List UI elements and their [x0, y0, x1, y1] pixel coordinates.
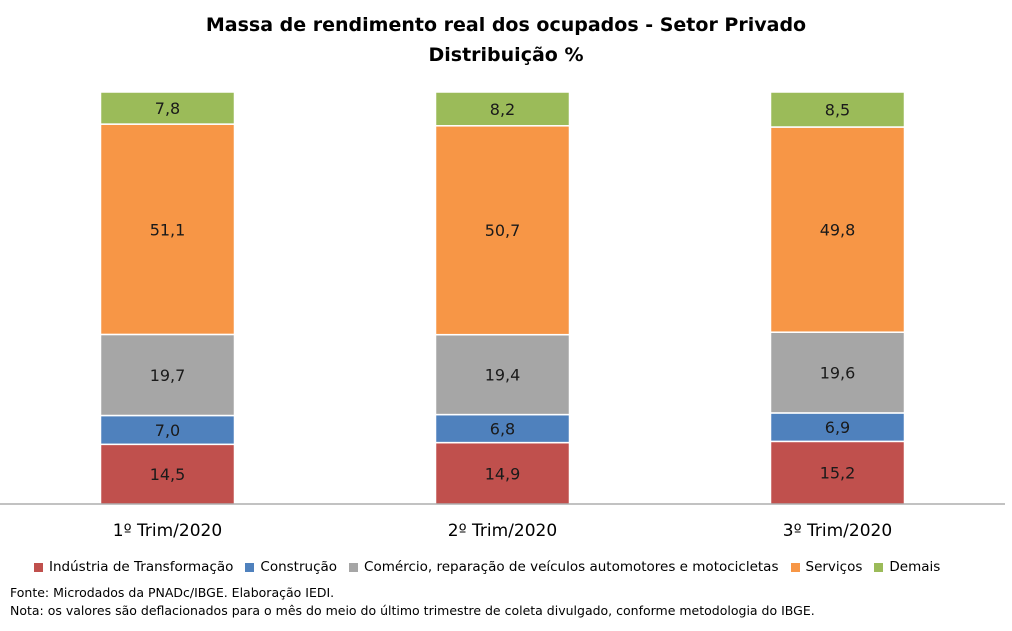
data-label: 51,1	[150, 220, 186, 239]
legend-swatch	[349, 562, 359, 572]
data-label: 19,4	[485, 366, 521, 385]
bar-segment	[769, 412, 906, 443]
legend-item: Comércio, reparação de veículos automoto…	[349, 559, 779, 575]
methodology-note: Nota: os valores são deflacionados para …	[10, 603, 815, 618]
bar-segment	[434, 333, 571, 416]
legend-item: Serviços	[790, 559, 863, 575]
legend-swatch	[34, 562, 43, 572]
bar-segment	[99, 333, 236, 417]
data-label: 8,5	[825, 101, 850, 120]
data-label: 15,2	[820, 464, 856, 483]
bar-segment	[769, 91, 906, 128]
data-label: 19,7	[150, 366, 186, 385]
chart-title: Massa de rendimento real dos ocupados - …	[205, 14, 807, 36]
data-label: 19,6	[820, 364, 856, 383]
stacked-bar-chart: 14,5 7,0 19,7 51,1 7,8 1º Trim/2020 14,9 6,8 19,…	[0, 91, 1005, 541]
legend-swatch	[245, 562, 255, 572]
data-label: 14,9	[485, 464, 521, 483]
bar-segment	[434, 413, 571, 444]
data-label: 14,5	[150, 465, 186, 484]
x-tick-label: 3º Trim/2020	[783, 521, 892, 541]
bar-segment	[99, 91, 236, 125]
bar-segment	[434, 125, 571, 336]
legend-item: Construção	[245, 559, 337, 575]
bar-segment	[99, 123, 236, 336]
bar-segment	[769, 126, 906, 333]
bar-segment	[99, 443, 236, 505]
data-label: 49,8	[820, 221, 856, 240]
chart-legend: Indústria de Transformação Construção Comé…	[34, 558, 952, 576]
legend-item: Demais	[874, 559, 940, 575]
x-tick-label: 2º Trim/2020	[448, 521, 557, 541]
legend-item: Indústria de Transformação	[34, 559, 233, 575]
data-label: 6,8	[490, 420, 515, 439]
legend-swatch	[790, 562, 800, 572]
bar-segment	[434, 91, 571, 127]
bar-segment	[99, 414, 236, 446]
data-label: 50,7	[485, 221, 521, 240]
legend-label: Serviços	[805, 559, 863, 575]
legend-label: Demais	[889, 559, 941, 575]
chart-subtitle: Distribuição %	[428, 44, 584, 66]
legend-label: Construção	[260, 559, 338, 575]
data-label: 6,9	[825, 418, 850, 437]
data-label: 8,2	[490, 100, 515, 119]
data-label: 7,8	[155, 99, 180, 118]
bar-segment	[769, 331, 906, 414]
x-tick-label: 1º Trim/2020	[113, 521, 222, 541]
source-note: Fonte: Microdados da PNADc/IBGE. Elabora…	[10, 585, 335, 600]
legend-label: Comércio, reparação de veículos automoto…	[364, 559, 779, 575]
data-label: 7,0	[155, 421, 180, 440]
legend-swatch	[874, 562, 884, 572]
legend-label: Indústria de Transformação	[49, 559, 234, 575]
